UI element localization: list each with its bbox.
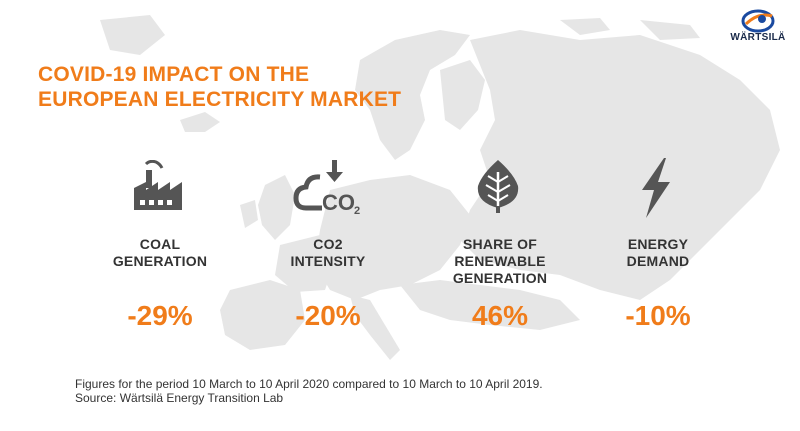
leaf-icon [477,160,519,213]
title-line-1: COVID-19 IMPACT ON THE [38,63,310,86]
metric-value: -29% [127,300,193,331]
metric-label: SHARE OF RENEWABLE GENERATION [430,236,570,287]
metric-label: COAL GENERATION [100,236,220,270]
metric-value: -20% [295,300,361,331]
footnote-period: Figures for the period 10 March to 10 Ap… [75,377,543,391]
page-title: COVID-19 IMPACT ON THE EUROPEAN ELECTRIC… [38,62,498,112]
metric-coal-generation: COAL GENERATION -29% [100,150,220,340]
metric-label-line: INTENSITY [290,253,366,269]
svg-text:2: 2 [354,205,360,216]
metric-value: 46% [471,300,529,331]
metric-label-line: GENERATION [112,253,208,269]
metric-label-line: CO2 [313,236,343,252]
metric-co2-intensity: CO 2 CO2 INTENSITY -20% [268,150,388,340]
factory-icon [134,160,182,210]
metric-label-line: COAL [139,236,181,252]
metric-value: -10% [625,300,691,331]
metric-label-line: SHARE OF [463,236,537,252]
footnote: Figures for the period 10 March to 10 Ap… [75,377,543,405]
metric-label-line: ENERGY [627,236,689,252]
co2-cloud-icon: CO 2 [293,160,360,216]
title-line-2: EUROPEAN ELECTRICITY MARKET [38,88,402,111]
wartsila-logo-mark [741,9,775,33]
wartsila-logo: WÄRTSILÄ [728,8,788,50]
metric-label-line: RENEWABLE [454,253,546,269]
metric-label: ENERGY DEMAND [598,236,718,270]
metric-label: CO2 INTENSITY [268,236,388,270]
footnote-source: Source: Wärtsilä Energy Transition Lab [75,391,284,405]
logo-wordmark: WÄRTSILÄ [730,32,786,43]
metric-renewable-share: SHARE OF RENEWABLE GENERATION 46% [430,150,570,340]
metric-label-line: DEMAND [626,253,690,269]
metric-energy-demand: ENERGY DEMAND -10% [598,150,718,340]
lightning-icon [642,158,670,218]
svg-text:CO: CO [322,190,355,215]
metric-label-line: GENERATION [452,270,548,286]
